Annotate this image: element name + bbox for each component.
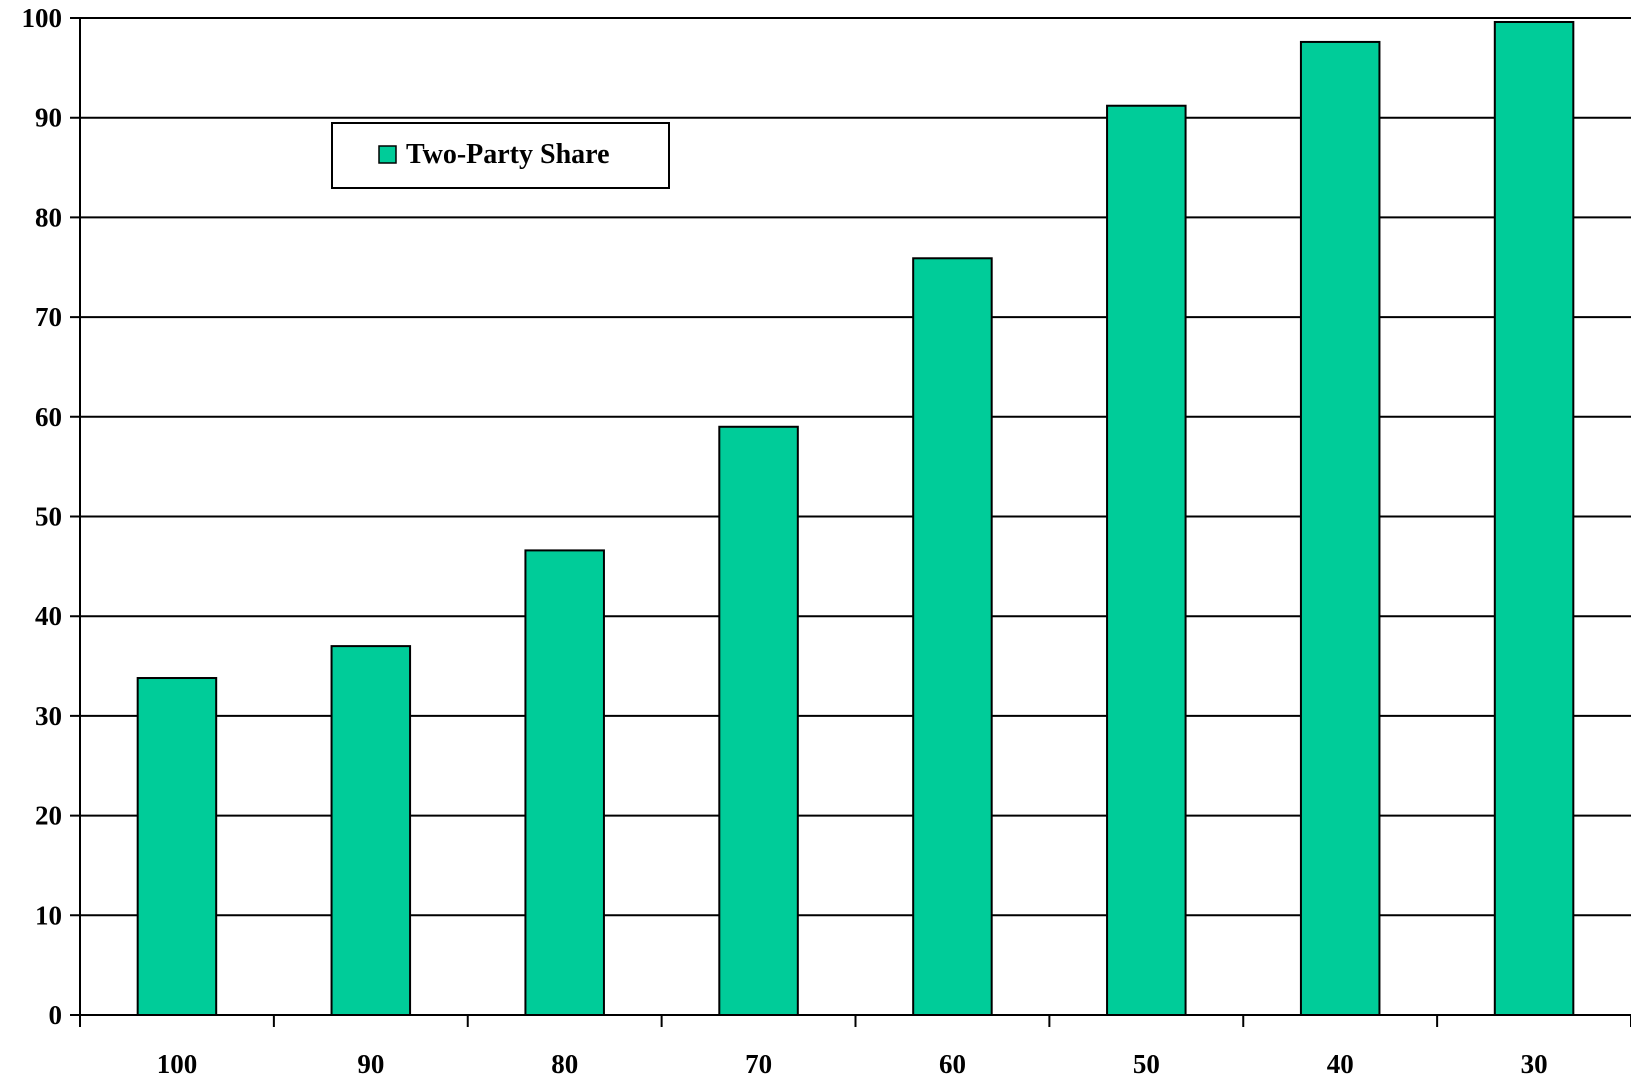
bar bbox=[1493, 20, 1575, 1017]
y-tick-label: 80 bbox=[35, 202, 62, 232]
y-tick-label: 100 bbox=[22, 3, 63, 33]
y-tick-label: 50 bbox=[35, 502, 62, 532]
y-tick-label: 30 bbox=[35, 701, 62, 731]
x-tick-label: 60 bbox=[939, 1049, 966, 1079]
x-tick-label: 40 bbox=[1327, 1049, 1354, 1079]
y-tick-label: 0 bbox=[49, 1000, 63, 1030]
x-tick-label: 100 bbox=[157, 1049, 198, 1079]
y-tick-label: 10 bbox=[35, 900, 62, 930]
bar bbox=[136, 677, 218, 1016]
legend: Two-Party Share bbox=[331, 122, 670, 189]
bar bbox=[1299, 40, 1381, 1017]
bar bbox=[718, 425, 799, 1016]
bar bbox=[524, 549, 605, 1016]
gridlines bbox=[70, 17, 1631, 1016]
x-tick-label: 80 bbox=[551, 1049, 578, 1079]
y-tick-label: 20 bbox=[35, 801, 62, 831]
x-tick-labels: 100 90 80 70 60 50 40 30 bbox=[157, 1049, 1548, 1079]
bars bbox=[136, 20, 1575, 1017]
y-tick-label: 70 bbox=[35, 302, 62, 332]
bar bbox=[1106, 104, 1187, 1016]
x-tick-label: 30 bbox=[1521, 1049, 1548, 1079]
bar bbox=[912, 257, 993, 1017]
axes bbox=[79, 18, 1631, 1027]
x-tick-label: 90 bbox=[357, 1049, 384, 1079]
legend-label: Two-Party Share bbox=[406, 139, 610, 170]
y-tick-labels: 0 10 20 30 40 50 60 70 80 90 100 bbox=[22, 3, 63, 1030]
legend-swatch bbox=[378, 145, 397, 164]
bar bbox=[330, 645, 412, 1016]
y-tick-label: 60 bbox=[35, 402, 62, 432]
x-tick-label: 70 bbox=[745, 1049, 772, 1079]
x-tick-label: 50 bbox=[1133, 1049, 1160, 1079]
y-tick-label: 40 bbox=[35, 601, 62, 631]
y-tick-label: 90 bbox=[35, 103, 62, 133]
